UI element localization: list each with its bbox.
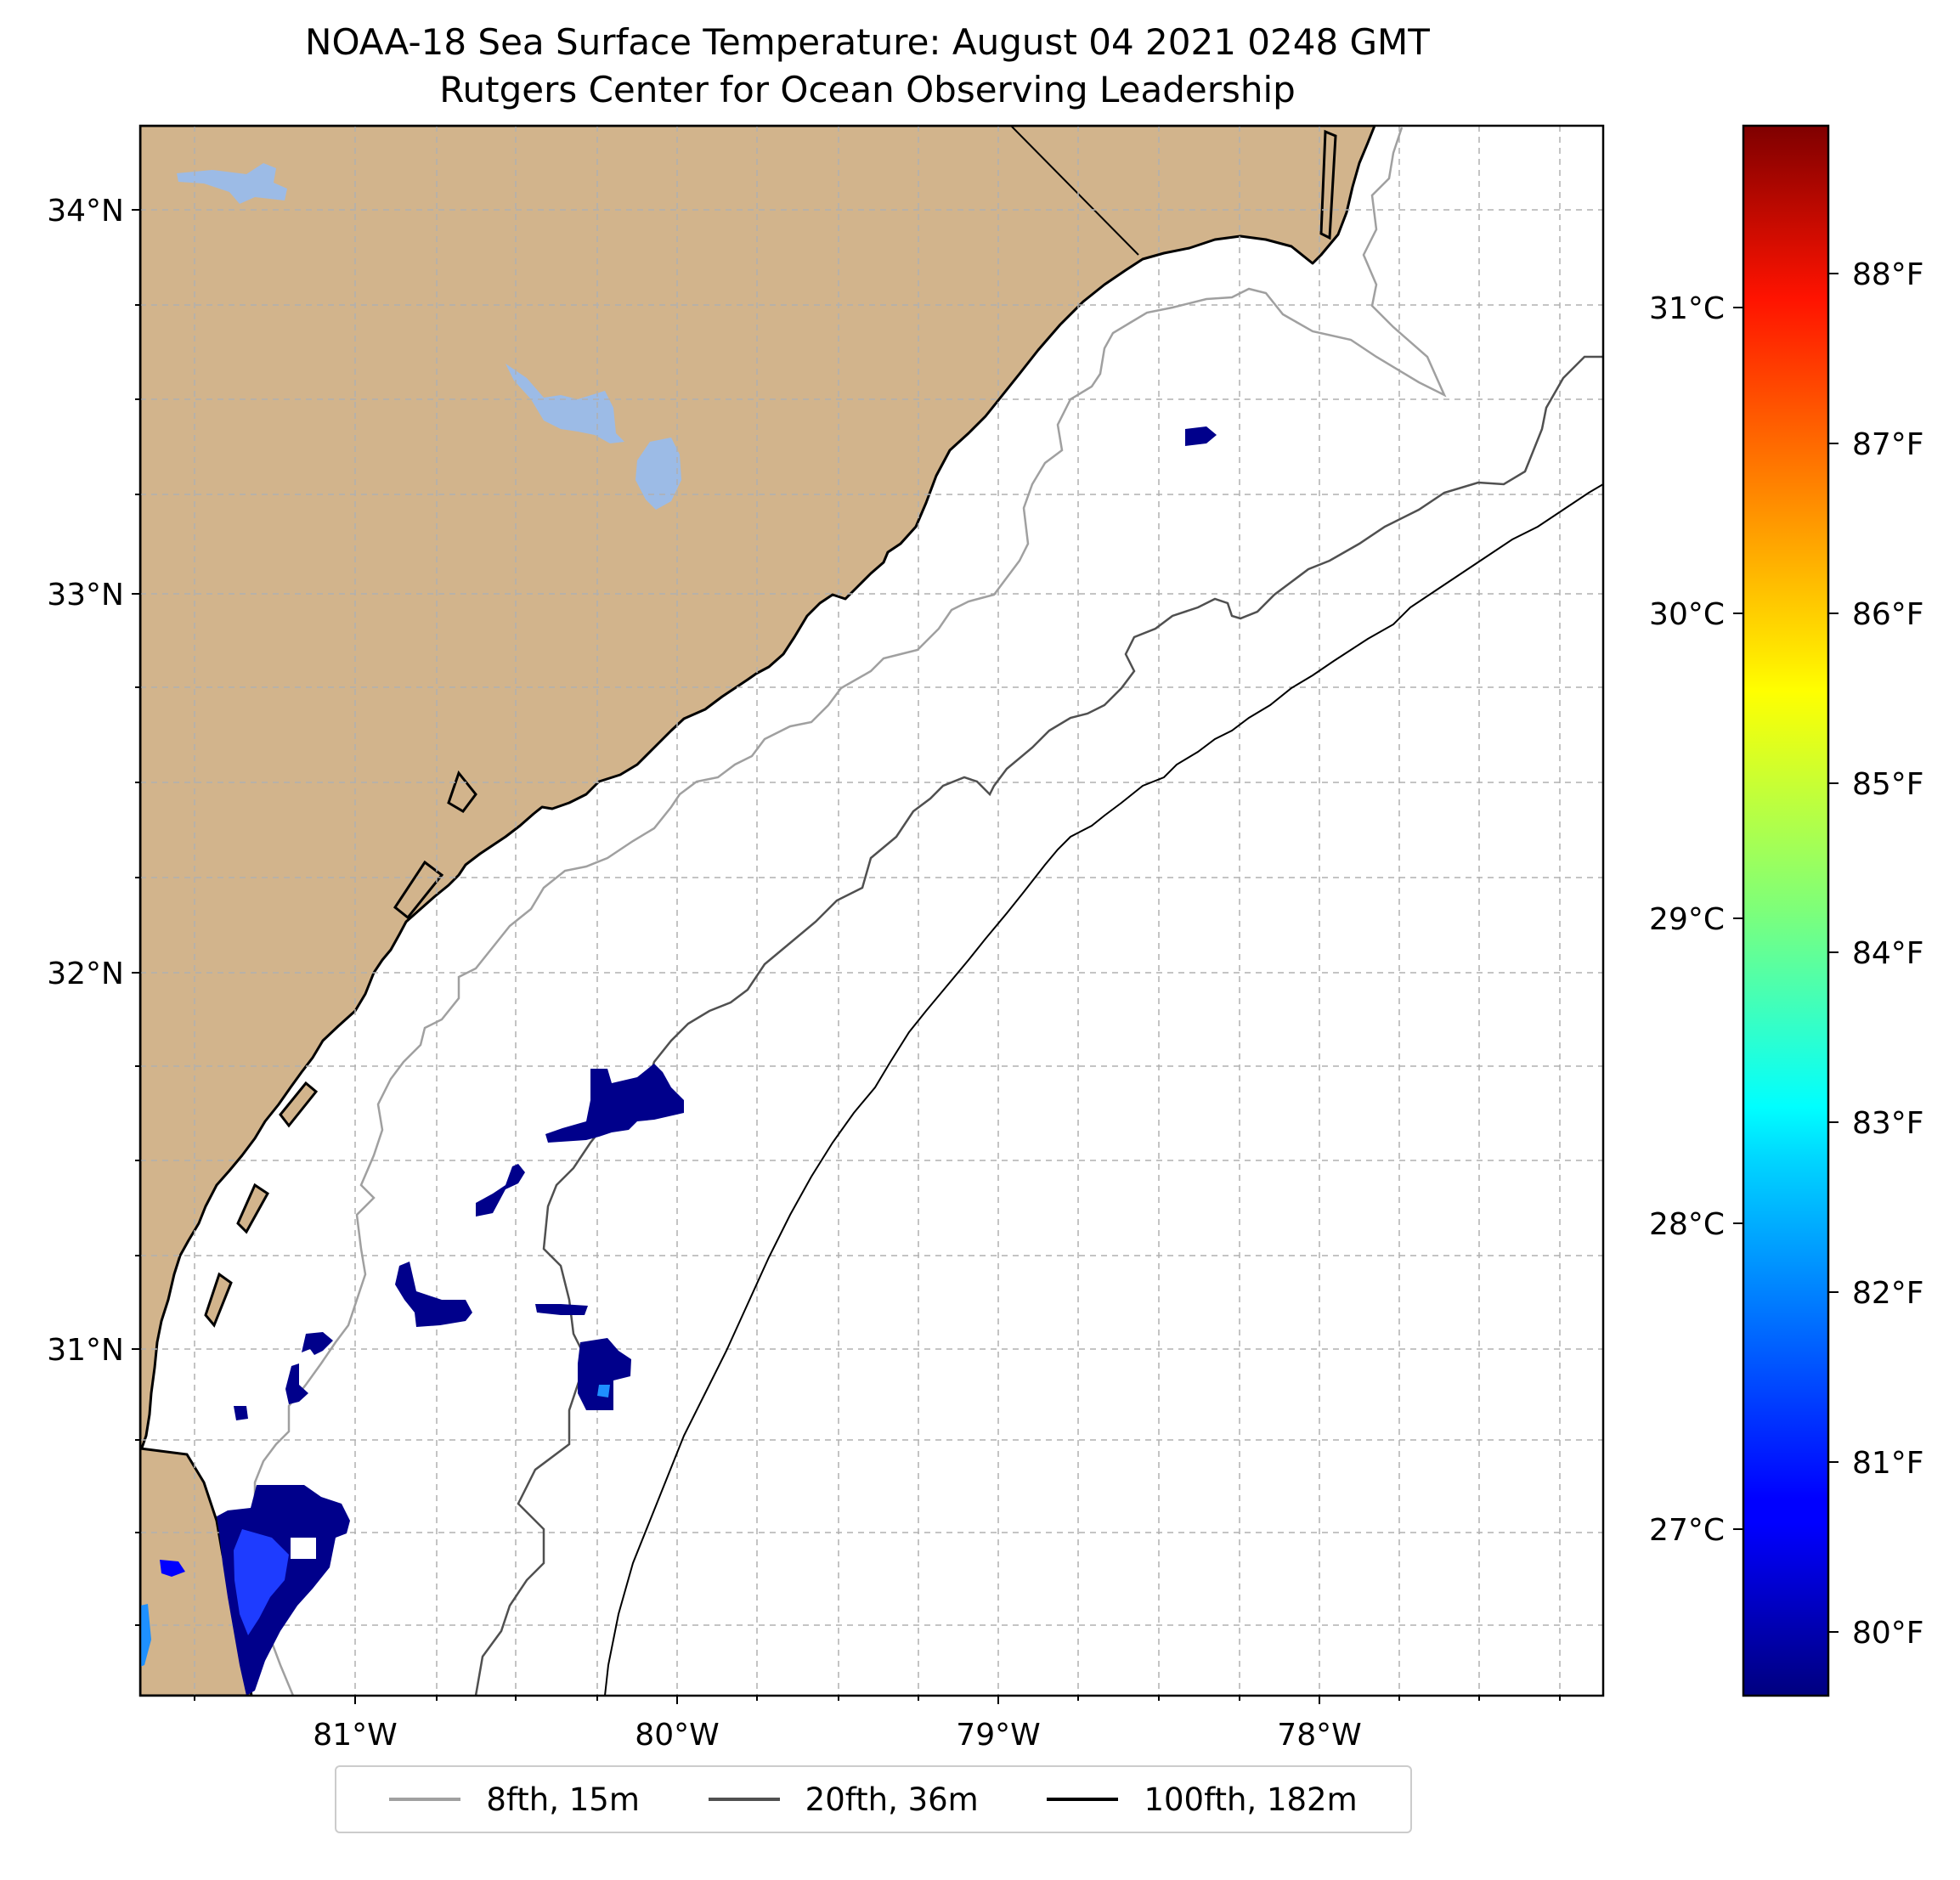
sst-patch	[291, 1538, 316, 1559]
legend-label: 100fth, 182m	[1144, 1781, 1358, 1818]
barrier-island	[279, 1081, 319, 1128]
contour-20fth	[474, 355, 1603, 1696]
colorbar-celsius-label: 28°C	[1649, 1207, 1725, 1242]
colorbar-fahrenheit-label: 86°F	[1852, 597, 1924, 632]
lat-tick-label: 34°N	[47, 194, 124, 229]
legend-label: 8fth, 15m	[486, 1781, 640, 1818]
sst-patches	[140, 426, 1217, 1696]
colorbar-fahrenheit-label: 80°F	[1852, 1616, 1924, 1651]
lon-tick-label: 80°W	[635, 1718, 719, 1753]
map-frame	[138, 124, 1605, 1697]
sst-patch	[234, 1406, 248, 1420]
colorbar-celsius-label: 31°C	[1649, 291, 1725, 326]
chart-title: NOAA-18 Sea Surface Temperature: August …	[305, 21, 1430, 63]
barrier-island	[236, 1183, 269, 1234]
barrier-island	[204, 1272, 233, 1328]
colorbar	[1733, 124, 1839, 1697]
lon-tick-label: 79°W	[956, 1718, 1040, 1753]
contour-legend: 8fth, 15m 20fth, 36m 100fth, 182m	[335, 1765, 1412, 1833]
sst-patch	[597, 1385, 610, 1397]
sst-patch	[234, 1529, 289, 1635]
legend-item-8fth: 8fth, 15m	[389, 1781, 640, 1818]
land-mass	[140, 126, 1376, 1454]
colorbar-fahrenheit-label: 87°F	[1852, 427, 1924, 462]
lat-tick-label: 33°N	[47, 578, 124, 613]
legend-line-100fth	[1047, 1798, 1119, 1801]
sst-patch	[1185, 426, 1217, 446]
gridlines	[140, 126, 1603, 1696]
lat-axis	[132, 209, 140, 1626]
barrier-island	[447, 770, 477, 813]
legend-item-100fth: 100fth, 182m	[1047, 1781, 1358, 1818]
contour-100fth	[604, 483, 1603, 1696]
lake-lakecity	[635, 438, 681, 510]
lon-axis	[194, 1696, 1561, 1704]
colorbar-fahrenheit-label: 88°F	[1852, 257, 1924, 292]
state-border	[1010, 126, 1139, 256]
lon-tick-label: 78°W	[1277, 1718, 1361, 1753]
colorbar-celsius-label: 29°C	[1649, 902, 1725, 937]
colorbar-fahrenheit-label: 82°F	[1852, 1276, 1924, 1311]
sst-patch	[160, 1560, 185, 1577]
colorbar-fahrenheit-label: 85°F	[1852, 767, 1924, 802]
colorbar-fahrenheit-label: 83°F	[1852, 1106, 1924, 1141]
sst-patch	[578, 1338, 631, 1410]
legend-label: 20fth, 36m	[805, 1781, 979, 1818]
colorbar-celsius-label: 27°C	[1649, 1513, 1725, 1548]
sst-patch	[285, 1363, 308, 1404]
lon-tick-label: 81°W	[313, 1718, 397, 1753]
colorbar-gradient	[1742, 124, 1830, 1697]
sst-patch	[395, 1262, 472, 1327]
barrier-island	[1319, 129, 1337, 240]
legend-line-20fth	[708, 1798, 780, 1801]
chart-subtitle: Rutgers Center for Ocean Observing Leade…	[439, 69, 1296, 110]
lake-moultrie	[506, 364, 624, 443]
colorbar-fahrenheit-label: 84°F	[1852, 936, 1924, 971]
legend-line-8fth	[389, 1798, 461, 1801]
sst-patch	[476, 1164, 525, 1217]
lat-tick-label: 32°N	[47, 957, 124, 991]
map-panel	[140, 126, 1603, 1696]
colorbar-celsius-label: 30°C	[1649, 597, 1725, 632]
sst-patch	[302, 1332, 333, 1355]
sst-patch	[535, 1304, 588, 1315]
sst-patch	[545, 1064, 684, 1143]
lake-marion	[177, 163, 287, 204]
contour-8fth	[245, 127, 1447, 1696]
lat-tick-label: 31°N	[47, 1333, 124, 1368]
colorbar-fahrenheit-label: 81°F	[1852, 1446, 1924, 1481]
sst-patch	[140, 1604, 151, 1667]
legend-item-20fth: 20fth, 36m	[708, 1781, 979, 1818]
